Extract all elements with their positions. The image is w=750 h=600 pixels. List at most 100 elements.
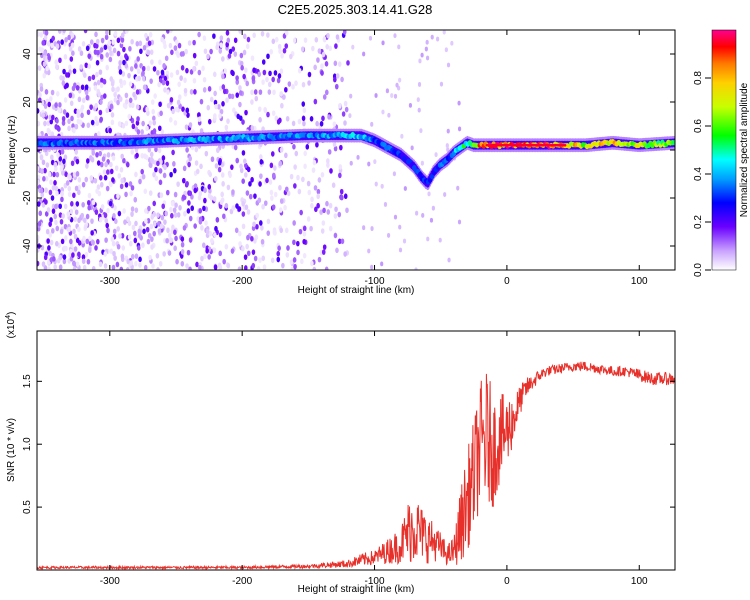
- spectrogram-noise-mark: [228, 93, 232, 99]
- spectrogram-noise-mark: [333, 213, 338, 219]
- spectrogram-noise-mark: [169, 206, 173, 213]
- spectrogram-noise-mark: [140, 152, 145, 159]
- spectrogram-noise-mark: [46, 238, 50, 244]
- spectrogram-noise-mark: [145, 226, 150, 233]
- spectrogram-noise-mark: [383, 202, 388, 207]
- spectrogram-noise-mark: [209, 48, 213, 55]
- spectrogram-noise-mark: [126, 258, 130, 265]
- spectrogram-noise-mark: [39, 86, 44, 92]
- spectrogram-noise-mark: [148, 120, 152, 126]
- spectrogram-noise-mark: [278, 48, 282, 54]
- spectrogram-noise-mark: [284, 86, 288, 93]
- spectrogram-noise-mark: [265, 177, 269, 184]
- spectrogram-noise-mark: [232, 107, 236, 114]
- spectrogram-noise-mark: [53, 161, 58, 168]
- spectrogram-noise-mark: [416, 97, 420, 103]
- spectrogram-noise-mark: [65, 180, 70, 186]
- spectrogram-noise-mark: [193, 183, 198, 189]
- spectrogram-noise-mark: [408, 102, 413, 108]
- spectrogram-noise-mark: [113, 91, 117, 98]
- spectrogram-noise-mark: [316, 193, 320, 200]
- spectrogram-noise-mark: [61, 115, 66, 122]
- spectrogram-noise-mark: [47, 101, 52, 108]
- spectrogram-noise-mark: [204, 150, 209, 157]
- spectrogram-noise-mark: [310, 196, 314, 203]
- spectrogram-noise-mark: [158, 101, 162, 108]
- spectrogram-noise-mark: [197, 112, 201, 118]
- spectrogram-noise-mark: [284, 30, 289, 36]
- spectrogram-noise-mark: [220, 197, 225, 203]
- spectrogram-noise-mark: [276, 256, 281, 263]
- spectrogram-noise-mark: [69, 56, 74, 62]
- spectrogram-noise-mark: [278, 207, 283, 213]
- spectrogram-noise-mark: [324, 61, 329, 67]
- spectrogram-noise-mark: [276, 119, 281, 125]
- spectrogram-noise-mark: [241, 178, 245, 184]
- spectrogram-noise-mark: [218, 250, 223, 257]
- spectrogram-noise-mark: [62, 30, 66, 34]
- snr-frame: [36, 330, 676, 571]
- spectrogram-noise-mark: [59, 165, 64, 172]
- spectrogram-noise-mark: [339, 188, 344, 195]
- spectrogram-noise-mark: [177, 42, 182, 49]
- spectrogram-noise-mark: [203, 197, 207, 204]
- spectrogram-noise-mark: [226, 262, 231, 269]
- spectrogram-noise-mark: [37, 65, 42, 71]
- spectrogram-noise-mark: [53, 213, 58, 220]
- snr-y-axis: 0.5 1.0 1.5: [22, 374, 675, 514]
- spectrogram-noise-mark: [70, 201, 74, 207]
- spectrogram-noise-mark: [188, 122, 193, 128]
- spectrogram-noise-mark: [145, 106, 149, 113]
- spectrogram-noise-mark: [157, 220, 161, 227]
- spectrogram-noise-mark: [370, 121, 374, 127]
- spectrogram-noise-mark: [38, 92, 42, 98]
- spectrogram-y-tick-label: -20: [22, 190, 33, 205]
- spectrogram-noise-mark: [117, 173, 122, 179]
- spectrogram-noise-mark: [400, 133, 404, 139]
- spectrogram-noise-mark: [307, 71, 312, 78]
- spectrogram-noise-mark: [143, 264, 148, 270]
- spectrogram-noise-mark: [146, 49, 151, 56]
- spectrogram-noise-mark: [37, 31, 40, 37]
- spectrogram-noise-mark: [348, 113, 352, 119]
- spectrogram-noise-mark: [293, 164, 297, 170]
- spectrogram-noise-mark: [136, 129, 141, 135]
- spectrogram-noise-mark: [244, 162, 248, 169]
- spectrogram-noise-mark: [53, 264, 57, 270]
- spectrogram-noise-mark: [253, 89, 258, 95]
- spectrogram-noise-mark: [277, 245, 281, 251]
- colorbar-tick-label: 0.2: [693, 215, 704, 229]
- spectrogram-noise-mark: [90, 156, 95, 163]
- spectrogram-noise-mark: [326, 209, 331, 215]
- spectrogram-noise-mark: [150, 99, 155, 105]
- spectrogram-ridge-mark: [429, 173, 435, 180]
- spectrogram-noise-mark: [214, 175, 218, 182]
- spectrogram-noise-mark: [195, 261, 199, 268]
- spectrogram-noise-mark: [230, 93, 235, 100]
- spectrogram-noise-mark: [168, 42, 173, 49]
- spectrogram-noise-mark: [53, 180, 57, 186]
- spectrogram-noise-mark: [121, 123, 126, 129]
- spectrogram-noise-mark: [292, 220, 296, 226]
- spectrogram-noise-mark: [79, 50, 84, 57]
- spectrogram-noise-mark: [38, 46, 42, 53]
- spectrogram-noise-mark: [263, 200, 268, 206]
- spectrogram-noise-mark: [50, 195, 55, 201]
- spectrogram-noise-mark: [118, 60, 122, 66]
- spectrogram-noise-mark: [244, 204, 249, 211]
- spectrogram-noise-mark: [114, 218, 118, 225]
- spectrogram-noise-mark: [83, 30, 88, 34]
- spectrogram-noise-mark: [309, 116, 314, 122]
- spectrogram-noise-mark: [138, 262, 142, 268]
- spectrogram-noise-mark: [159, 192, 164, 198]
- spectrogram-noise-mark: [55, 190, 59, 197]
- spectrogram-noise-mark: [148, 254, 152, 261]
- spectrogram-noise-mark: [111, 39, 116, 45]
- spectrogram-noise-mark: [421, 213, 425, 218]
- spectrogram-noise-mark: [186, 208, 191, 214]
- spectrogram-noise-mark: [157, 125, 162, 132]
- spectrogram-noise-mark: [173, 212, 178, 218]
- spectrogram-noise-mark: [158, 59, 162, 65]
- spectrogram-noise-mark: [173, 245, 177, 252]
- spectrogram-noise-mark: [180, 260, 185, 267]
